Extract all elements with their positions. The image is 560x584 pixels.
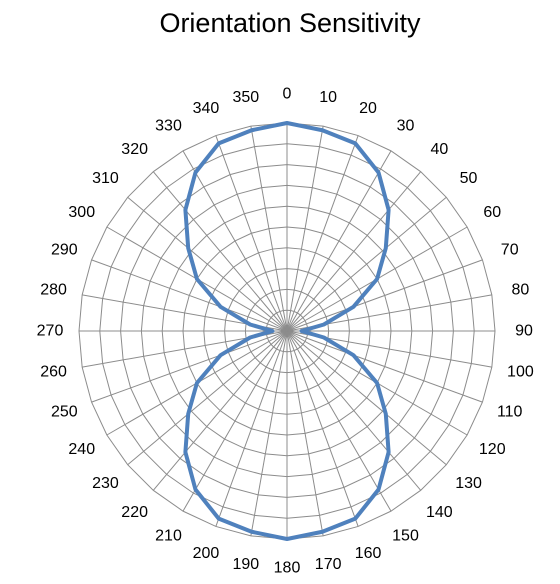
chart-title: Orientation Sensitivity [159, 8, 421, 38]
grid-spoke-30 [286, 150, 392, 332]
angle-label-190: 190 [232, 556, 259, 573]
angle-label-290: 290 [51, 241, 78, 258]
angle-label-330: 330 [155, 117, 182, 134]
angle-label-170: 170 [315, 556, 342, 573]
radial-grid-spokes [79, 123, 495, 539]
grid-spoke-40 [286, 171, 422, 332]
grid-spoke-200 [215, 330, 288, 527]
grid-spoke-320 [152, 171, 288, 332]
grid-spoke-160 [286, 330, 359, 527]
angle-label-310: 310 [92, 170, 119, 187]
grid-spoke-220 [152, 330, 288, 491]
grid-spoke-170 [286, 330, 324, 536]
angle-label-350: 350 [232, 89, 259, 106]
angle-label-270: 270 [37, 323, 64, 340]
angle-label-90: 90 [515, 323, 533, 340]
angle-label-130: 130 [455, 475, 482, 492]
grid-spoke-340 [215, 135, 288, 332]
angle-label-340: 340 [193, 100, 220, 117]
angle-label-240: 240 [68, 441, 95, 458]
angle-label-320: 320 [121, 141, 148, 158]
grid-spoke-140 [286, 330, 422, 491]
angle-label-70: 70 [501, 241, 519, 258]
angle-label-10: 10 [319, 89, 337, 106]
grid-spoke-130 [286, 330, 447, 466]
grid-spoke-250 [91, 330, 288, 403]
grid-spoke-110 [286, 330, 483, 403]
angle-label-260: 260 [40, 364, 67, 381]
grid-spoke-330 [182, 150, 288, 332]
angle-label-160: 160 [355, 545, 382, 562]
angle-label-300: 300 [68, 204, 95, 221]
series-layer [183, 121, 391, 541]
angle-label-110: 110 [497, 404, 523, 421]
grid-spoke-70 [286, 259, 483, 332]
angle-label-120: 120 [479, 441, 506, 458]
angle-label-100: 100 [507, 364, 534, 381]
angle-label-20: 20 [359, 100, 377, 117]
angle-label-220: 220 [121, 504, 148, 521]
grid-spoke-150 [286, 330, 392, 512]
angle-label-230: 230 [92, 475, 119, 492]
angle-label-180: 180 [274, 560, 301, 577]
angle-label-200: 200 [193, 545, 220, 562]
grid-spoke-310 [127, 196, 288, 332]
grid-spoke-350 [250, 126, 288, 332]
grid-spoke-20 [286, 135, 359, 332]
angle-label-40: 40 [430, 141, 448, 158]
angle-label-210: 210 [155, 528, 182, 545]
angle-label-60: 60 [483, 204, 501, 221]
grid-spoke-190 [250, 330, 288, 536]
angle-label-80: 80 [512, 281, 530, 298]
angle-label-150: 150 [392, 528, 419, 545]
angle-label-280: 280 [40, 281, 67, 298]
angle-label-30: 30 [397, 117, 415, 134]
grid-spoke-10 [286, 126, 324, 332]
angle-label-250: 250 [51, 404, 78, 421]
angle-label-0: 0 [283, 86, 292, 103]
grid-spoke-290 [91, 259, 288, 332]
grid-spoke-230 [127, 330, 288, 466]
angle-label-50: 50 [460, 170, 478, 187]
grid-spoke-210 [182, 330, 288, 512]
angle-label-140: 140 [426, 504, 453, 521]
grid-spoke-50 [286, 196, 447, 332]
